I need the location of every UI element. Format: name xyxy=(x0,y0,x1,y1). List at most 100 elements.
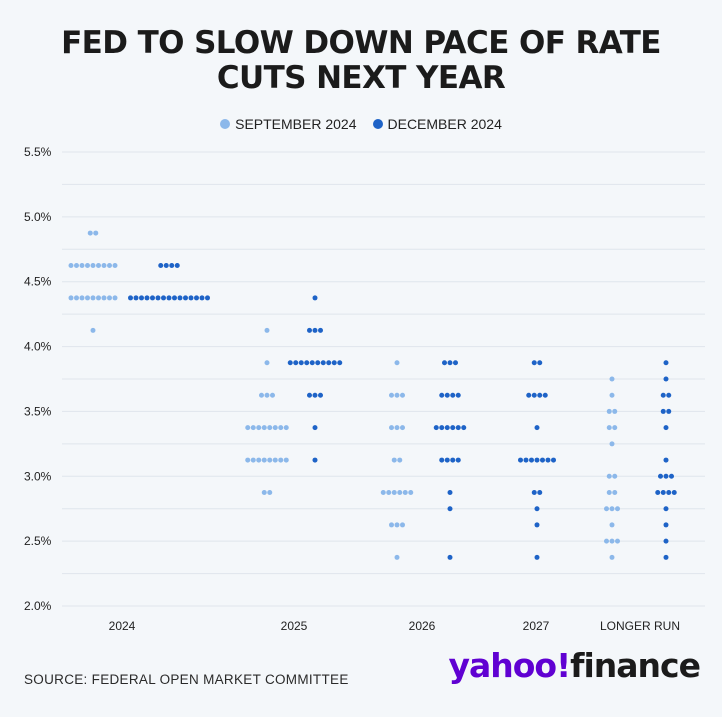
dot-point xyxy=(90,295,96,301)
x-axis-categories: 2024 2025 2026 2027 LONGER RUN xyxy=(109,619,680,633)
legend-dot-december xyxy=(372,119,383,129)
dot-point xyxy=(606,473,612,479)
dot-point xyxy=(96,263,101,268)
dot-point xyxy=(177,295,183,301)
dot-point xyxy=(183,295,188,301)
dot-point xyxy=(287,360,293,366)
dot-point xyxy=(264,392,270,398)
dot-point xyxy=(609,538,615,544)
dot-point xyxy=(169,263,175,268)
dot-point xyxy=(87,230,93,236)
dot-point xyxy=(397,457,403,463)
dot-point xyxy=(609,376,615,382)
dot-point xyxy=(400,522,405,528)
dot-point xyxy=(101,263,107,268)
dot-point xyxy=(93,230,99,236)
dot-point xyxy=(155,295,161,301)
dot-point xyxy=(256,457,262,463)
dot-point xyxy=(394,392,400,398)
dot-point xyxy=(609,522,615,528)
dot-point xyxy=(604,538,609,544)
dot-point xyxy=(444,425,450,431)
dot-point xyxy=(391,490,397,495)
gridlines xyxy=(62,151,705,607)
dot-point xyxy=(161,295,166,301)
dot-point xyxy=(278,425,284,431)
legend: SEPTEMBER 2024 DECEMBER 2024 xyxy=(0,116,722,132)
dot-point xyxy=(158,263,164,268)
dot-point xyxy=(531,392,537,398)
dot-point xyxy=(397,490,403,495)
dot-point xyxy=(669,473,674,479)
series-december xyxy=(128,263,677,560)
dot-point xyxy=(68,263,74,268)
dot-point xyxy=(101,295,107,301)
dot-point xyxy=(663,376,669,382)
dot-point xyxy=(447,554,453,560)
dot-point xyxy=(534,425,540,431)
x-category-label: LONGER RUN xyxy=(600,619,680,633)
dot-point xyxy=(534,457,540,463)
dot-point xyxy=(90,263,96,268)
dot-point xyxy=(663,506,669,512)
dot-point xyxy=(609,506,615,512)
y-tick-label: 2.5% xyxy=(24,534,52,548)
x-category-label: 2027 xyxy=(523,619,550,633)
dot-point xyxy=(74,263,79,268)
dot-point xyxy=(666,490,672,495)
dot-point xyxy=(270,392,275,398)
dot-point xyxy=(447,360,453,366)
dot-point xyxy=(331,360,337,366)
dot-point xyxy=(74,295,79,301)
dot-point xyxy=(666,392,672,398)
dot-point xyxy=(261,457,267,463)
dot-point xyxy=(85,295,90,301)
dot-point xyxy=(433,425,439,431)
legend-item-december: DECEMBER 2024 xyxy=(372,116,502,132)
dot-point xyxy=(612,425,618,431)
dot-point xyxy=(439,392,445,398)
dot-point xyxy=(408,490,414,495)
y-tick-label: 5.5% xyxy=(24,145,52,159)
dot-point xyxy=(455,392,461,398)
dot-point xyxy=(615,538,620,544)
dot-point xyxy=(96,295,101,301)
dot-point xyxy=(380,490,386,495)
dot-point xyxy=(312,392,318,398)
dot-point xyxy=(312,425,318,431)
dot-point xyxy=(139,295,144,301)
chart-title-line-1: FED TO SLOW DOWN PACE OF RATE xyxy=(61,25,661,61)
dot-point xyxy=(389,392,394,398)
dot-point xyxy=(267,490,273,495)
dot-point xyxy=(461,425,467,431)
dot-point xyxy=(128,295,133,301)
dot-point xyxy=(400,392,405,398)
dot-point xyxy=(272,457,278,463)
dot-point xyxy=(267,425,273,431)
legend-item-september: SEPTEMBER 2024 xyxy=(220,116,357,132)
dot-point xyxy=(439,457,445,463)
dot-point xyxy=(540,457,545,463)
legend-label-december: DECEMBER 2024 xyxy=(387,116,502,132)
dot-point xyxy=(264,327,270,333)
y-tick-label: 2.0% xyxy=(24,599,52,613)
source-note: SOURCE: FEDERAL OPEN MARKET COMMITTEE xyxy=(24,672,349,687)
dot-point xyxy=(107,295,112,301)
dot-point xyxy=(394,425,400,431)
dot-point xyxy=(447,506,453,512)
dot-point xyxy=(172,295,177,301)
x-category-label: 2025 xyxy=(281,619,308,633)
dot-point xyxy=(534,506,540,512)
yahoo-finance-logo: yahoo!finance xyxy=(448,646,701,685)
dot-point xyxy=(205,295,210,301)
dot-point xyxy=(79,263,85,268)
dot-point xyxy=(250,457,256,463)
dot-point xyxy=(609,392,615,398)
dot-point xyxy=(85,263,90,268)
dot-point xyxy=(542,392,548,398)
dot-point xyxy=(261,490,267,495)
dot-point xyxy=(112,263,118,268)
dot-point xyxy=(663,538,669,544)
dot-point xyxy=(518,457,523,463)
dot-point xyxy=(660,490,666,495)
